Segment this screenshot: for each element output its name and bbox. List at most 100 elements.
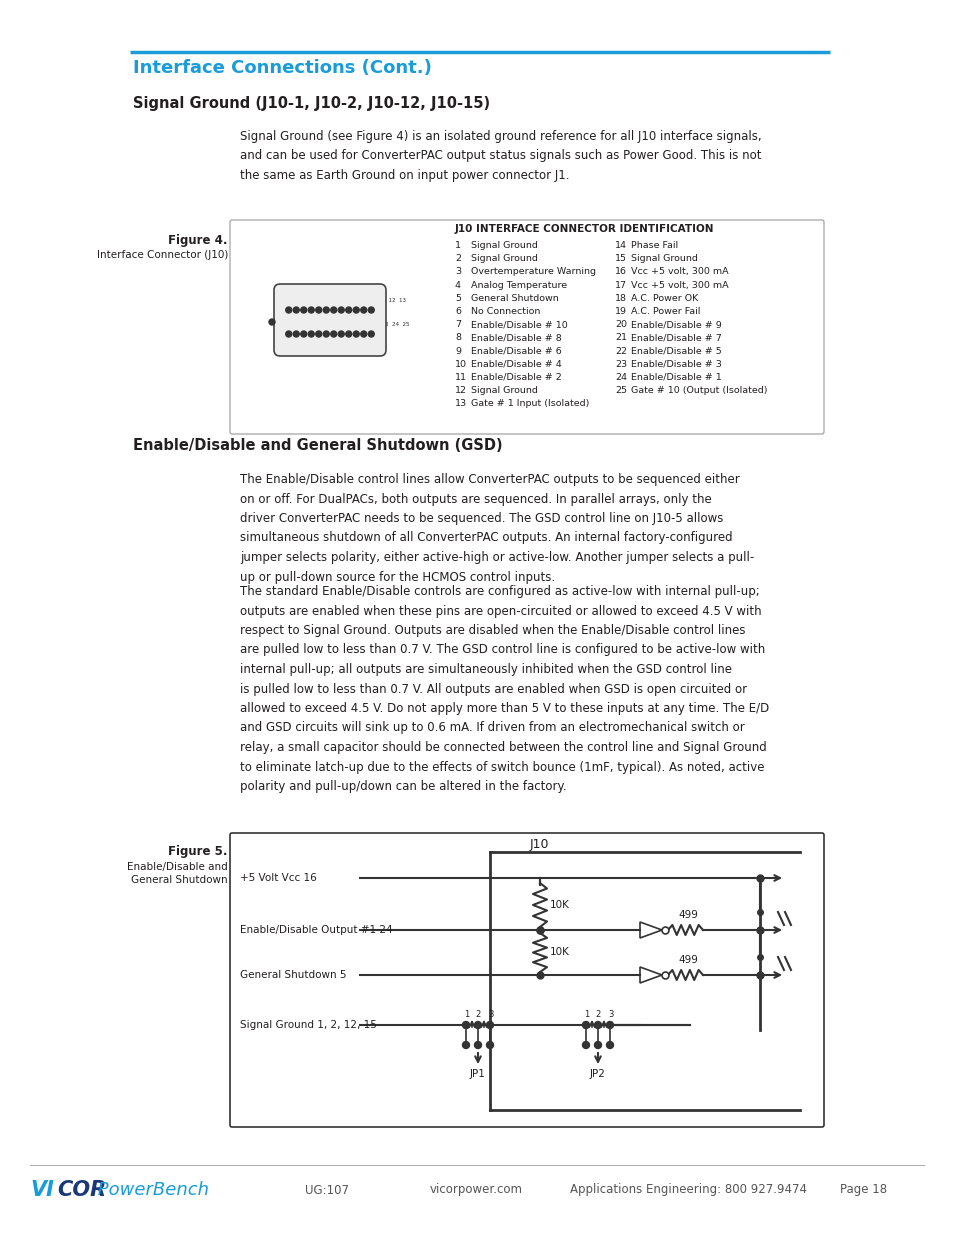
Text: Enable/Disable # 1: Enable/Disable # 1	[630, 373, 721, 382]
Text: The standard Enable/Disable controls are configured as active-low with internal : The standard Enable/Disable controls are…	[240, 585, 768, 793]
Circle shape	[486, 1041, 493, 1049]
Text: Phase Fail: Phase Fail	[630, 241, 678, 249]
Text: 25: 25	[615, 387, 626, 395]
Text: 18: 18	[615, 294, 626, 303]
Circle shape	[308, 331, 314, 337]
Text: 10K: 10K	[550, 900, 569, 910]
Circle shape	[315, 331, 321, 337]
Circle shape	[462, 1041, 469, 1049]
Circle shape	[594, 1041, 601, 1049]
Circle shape	[474, 1041, 481, 1049]
Circle shape	[331, 308, 336, 312]
Text: Enable/Disable # 5: Enable/Disable # 5	[630, 347, 721, 356]
Text: Gate # 1 Input (Isolated): Gate # 1 Input (Isolated)	[471, 399, 589, 409]
Circle shape	[293, 331, 299, 337]
Text: Enable/Disable # 10: Enable/Disable # 10	[471, 320, 567, 330]
Text: Analog Temperature: Analog Temperature	[471, 280, 566, 289]
Circle shape	[345, 331, 352, 337]
Text: 10: 10	[455, 359, 467, 369]
Text: 13: 13	[455, 399, 467, 409]
Text: 3: 3	[455, 268, 460, 277]
Text: A.C. Power OK: A.C. Power OK	[630, 294, 698, 303]
FancyBboxPatch shape	[274, 284, 386, 356]
Circle shape	[308, 308, 314, 312]
Text: Signal Ground: Signal Ground	[471, 387, 537, 395]
Circle shape	[474, 1021, 481, 1029]
Text: Page 18: Page 18	[840, 1183, 886, 1197]
Text: Signal Ground: Signal Ground	[471, 241, 537, 249]
Circle shape	[315, 308, 321, 312]
Text: Enable/Disable Output #1 24: Enable/Disable Output #1 24	[240, 925, 393, 935]
Text: UG:107: UG:107	[305, 1183, 349, 1197]
Text: Signal Ground: Signal Ground	[471, 254, 537, 263]
Text: J10: J10	[530, 839, 549, 851]
Text: 2: 2	[475, 1010, 479, 1019]
Circle shape	[360, 308, 366, 312]
Text: 1: 1	[463, 1010, 469, 1019]
Circle shape	[582, 1041, 589, 1049]
Text: 499: 499	[678, 955, 698, 965]
Text: General Shutdown 5: General Shutdown 5	[240, 969, 346, 981]
Circle shape	[323, 308, 329, 312]
Text: 3: 3	[488, 1010, 493, 1019]
Text: JP2: JP2	[590, 1070, 605, 1079]
Text: 5: 5	[455, 294, 460, 303]
Text: 4: 4	[455, 280, 460, 289]
Text: 20: 20	[615, 320, 626, 330]
Circle shape	[269, 319, 274, 325]
Circle shape	[300, 331, 307, 337]
Text: Enable/Disable # 9: Enable/Disable # 9	[630, 320, 721, 330]
Text: 23: 23	[615, 359, 626, 369]
Text: Signal Ground: Signal Ground	[630, 254, 698, 263]
Text: JP1: JP1	[470, 1070, 485, 1079]
Text: Signal Ground (see Figure 4) is an isolated ground reference for all J10 interfa: Signal Ground (see Figure 4) is an isola…	[240, 130, 760, 182]
Text: 1: 1	[455, 241, 460, 249]
Text: No Connection: No Connection	[471, 308, 539, 316]
Text: 14 15 16 17 18 19 20 21 22 23 24 25: 14 15 16 17 18 19 20 21 22 23 24 25	[287, 322, 409, 327]
Text: Signal Ground 1, 2, 12, 15: Signal Ground 1, 2, 12, 15	[240, 1020, 376, 1030]
Circle shape	[360, 331, 366, 337]
Text: 17: 17	[615, 280, 626, 289]
Text: J10 INTERFACE CONNECTOR IDENTIFICATION: J10 INTERFACE CONNECTOR IDENTIFICATION	[455, 224, 714, 233]
Text: 3: 3	[607, 1010, 613, 1019]
Text: PowerBench: PowerBench	[91, 1181, 209, 1199]
Text: General Shutdown: General Shutdown	[471, 294, 558, 303]
Circle shape	[594, 1021, 601, 1029]
Circle shape	[606, 1021, 613, 1029]
Text: 11: 11	[455, 373, 467, 382]
FancyBboxPatch shape	[230, 220, 823, 433]
Text: VI: VI	[30, 1179, 53, 1200]
Text: Enable/Disable and General Shutdown (GSD): Enable/Disable and General Shutdown (GSD…	[132, 438, 502, 453]
Circle shape	[582, 1021, 589, 1029]
FancyBboxPatch shape	[230, 832, 823, 1128]
Text: 15: 15	[615, 254, 626, 263]
Text: Interface Connector (J10): Interface Connector (J10)	[96, 249, 228, 261]
Text: Enable/Disable and: Enable/Disable and	[127, 862, 228, 872]
Text: Enable/Disable # 2: Enable/Disable # 2	[471, 373, 561, 382]
Text: 2: 2	[455, 254, 460, 263]
Text: Vcc +5 volt, 300 mA: Vcc +5 volt, 300 mA	[630, 268, 728, 277]
Text: A.C. Power Fail: A.C. Power Fail	[630, 308, 700, 316]
Text: Enable/Disable # 7: Enable/Disable # 7	[630, 333, 721, 342]
Circle shape	[486, 1021, 493, 1029]
Text: 12: 12	[455, 387, 467, 395]
Text: Applications Engineering: 800 927.9474: Applications Engineering: 800 927.9474	[569, 1183, 806, 1197]
Text: Gate # 10 (Output (Isolated): Gate # 10 (Output (Isolated)	[630, 387, 767, 395]
Text: vicorpower.com: vicorpower.com	[430, 1183, 522, 1197]
Text: 9: 9	[455, 347, 460, 356]
Circle shape	[323, 331, 329, 337]
Text: Enable/Disable # 6: Enable/Disable # 6	[471, 347, 561, 356]
Circle shape	[300, 308, 307, 312]
Circle shape	[338, 331, 344, 337]
Text: Enable/Disable # 3: Enable/Disable # 3	[630, 359, 721, 369]
Circle shape	[606, 1041, 613, 1049]
Text: 2: 2	[595, 1010, 599, 1019]
Text: +5 Volt Vcc 16: +5 Volt Vcc 16	[240, 873, 316, 883]
Text: 8: 8	[455, 333, 460, 342]
Text: 10K: 10K	[550, 947, 569, 957]
Text: 19: 19	[615, 308, 626, 316]
Text: 14: 14	[615, 241, 626, 249]
Circle shape	[345, 308, 352, 312]
Text: 6: 6	[455, 308, 460, 316]
Text: 21: 21	[615, 333, 626, 342]
